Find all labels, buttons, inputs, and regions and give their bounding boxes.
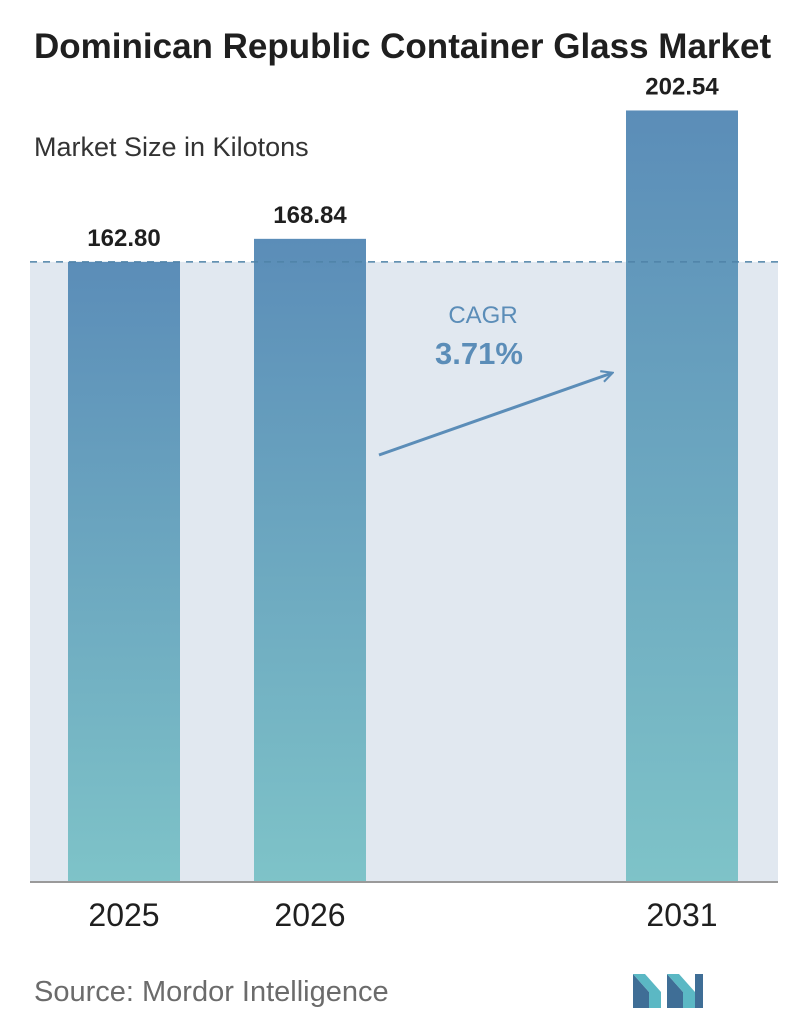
x-tick-label-2031: 2031 <box>646 897 717 933</box>
source-label: Source: Mordor Intelligence <box>34 976 389 1008</box>
bar-chart: 162.80 2025 168.84 2026 202.54 2031 CAGR 3.71% <box>30 73 778 933</box>
x-tick-label-2025: 2025 <box>88 897 159 933</box>
value-label-2026: 168.84 <box>273 202 347 229</box>
x-tick-label-2026: 2026 <box>274 897 345 933</box>
bar-2031 <box>626 110 738 882</box>
cagr-arrow <box>378 373 612 457</box>
cagr-value: 3.71% <box>435 336 523 371</box>
bar-2025 <box>68 261 180 882</box>
chart-title: Dominican Republic Container Glass Marke… <box>34 27 772 66</box>
chart-subtitle: Market Size in Kilotons <box>34 132 309 162</box>
cagr-label: CAGR <box>448 302 517 329</box>
value-label-2025: 162.80 <box>87 225 160 252</box>
bar-2026 <box>254 238 366 882</box>
mordor-intelligence-logo-icon <box>633 974 703 1008</box>
value-label-2031: 202.54 <box>645 73 719 100</box>
